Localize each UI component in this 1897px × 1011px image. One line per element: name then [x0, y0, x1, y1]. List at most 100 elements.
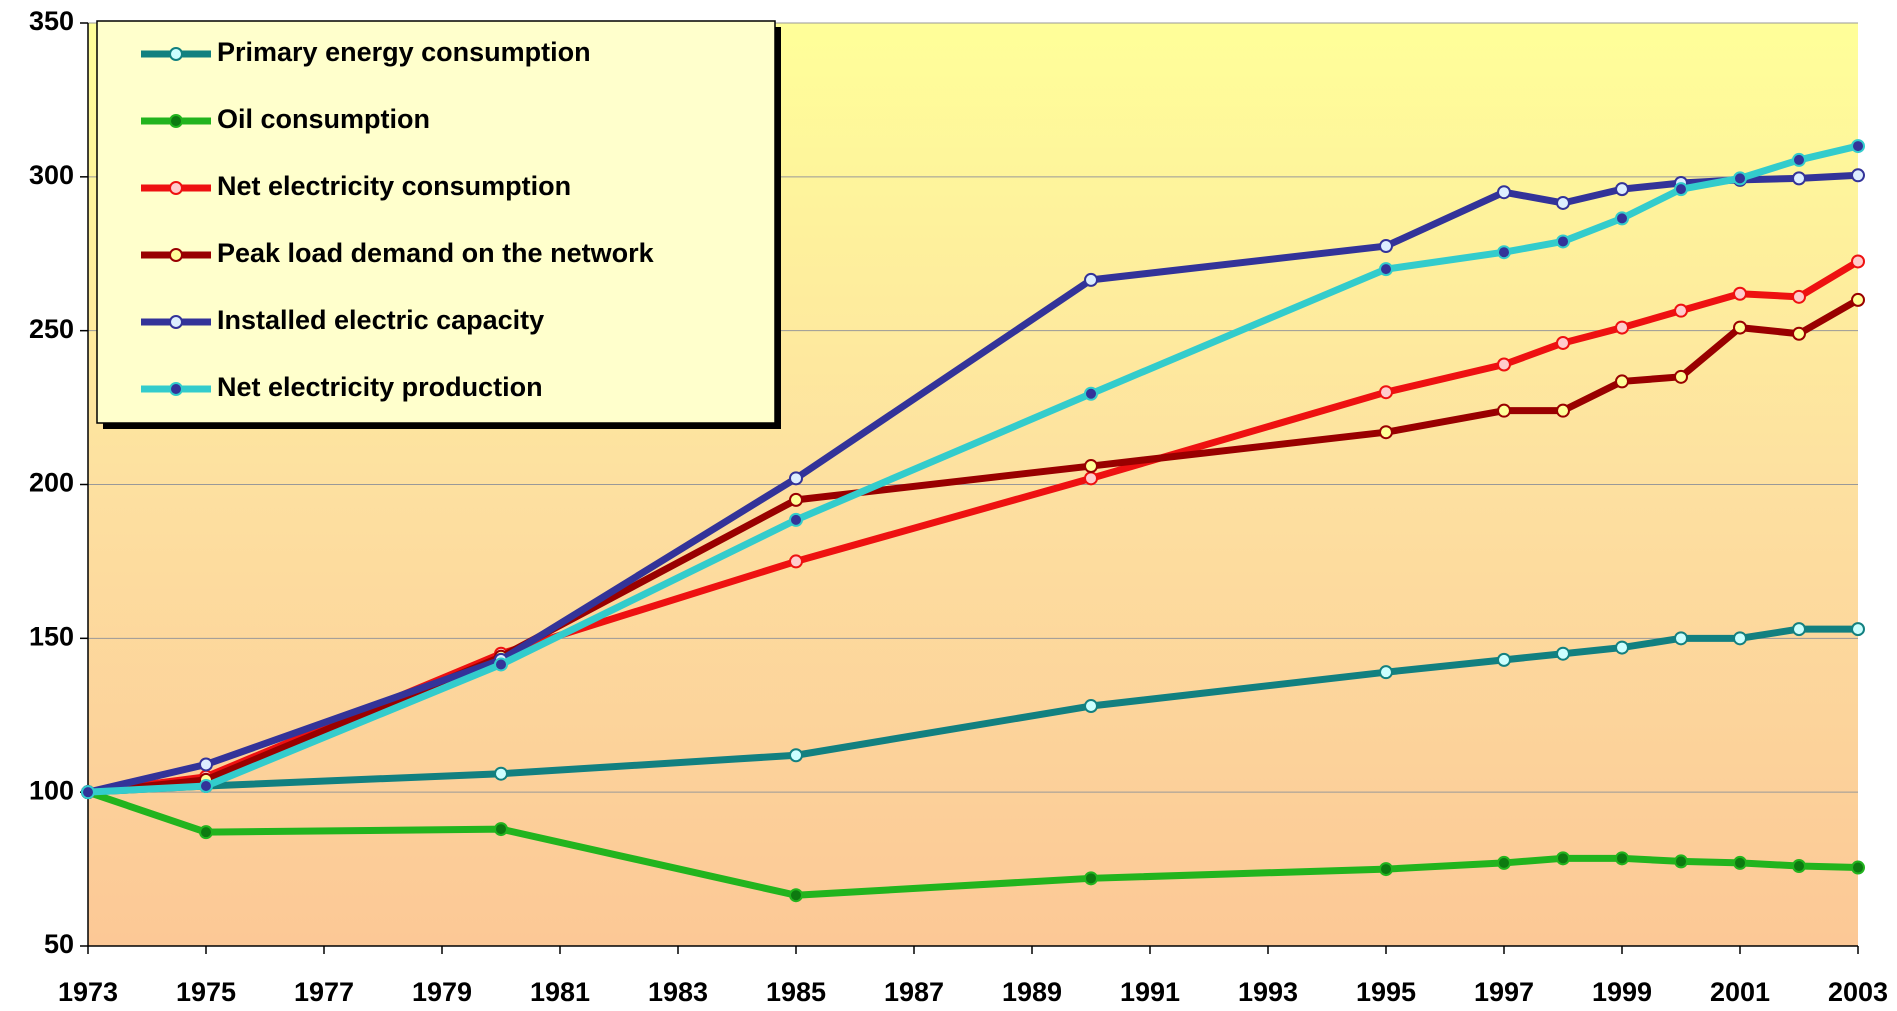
y-tick-label: 200 [29, 468, 74, 498]
data-point [1084, 386, 1098, 401]
y-tick-label: 300 [29, 160, 74, 190]
legend-label: Primary energy consumption [217, 37, 591, 67]
data-point [1615, 640, 1629, 655]
data-point [1379, 262, 1393, 277]
data-point [1497, 652, 1511, 667]
data-point [1497, 245, 1511, 260]
data-point [199, 779, 213, 794]
data-point [1792, 326, 1806, 341]
data-point [789, 512, 803, 527]
data-point [1084, 471, 1098, 486]
data-point [1497, 185, 1511, 200]
data-point [494, 657, 508, 672]
data-point [1556, 234, 1570, 249]
data-point [1851, 168, 1865, 183]
data-point [199, 757, 213, 772]
legend-label: Oil consumption [217, 104, 430, 134]
legend-label: Net electricity production [217, 372, 543, 402]
data-point [1556, 851, 1570, 866]
data-point [1379, 425, 1393, 440]
data-point [1792, 289, 1806, 304]
data-point [1379, 665, 1393, 680]
legend-label: Net electricity consumption [217, 171, 571, 201]
data-point [1497, 357, 1511, 372]
legend-marker [169, 382, 183, 396]
data-point [1556, 646, 1570, 661]
x-tick-label: 1983 [648, 977, 708, 1006]
data-point [1792, 171, 1806, 186]
x-tick-label: 1987 [884, 977, 944, 1006]
data-point [789, 471, 803, 486]
data-point [81, 785, 95, 800]
data-point [1733, 171, 1747, 186]
x-tick-label: 1977 [294, 977, 354, 1006]
data-point [1851, 292, 1865, 307]
y-tick-label: 50 [44, 929, 74, 959]
y-tick-label: 100 [29, 775, 74, 805]
legend-marker [169, 248, 183, 262]
x-tick-label: 1973 [58, 977, 118, 1006]
data-point [1674, 303, 1688, 318]
x-tick-label: 1993 [1238, 977, 1298, 1006]
legend-marker [169, 47, 183, 61]
data-point [199, 825, 213, 840]
y-tick-label: 350 [29, 6, 74, 36]
data-point [1615, 851, 1629, 866]
data-point [1851, 622, 1865, 637]
data-point [1851, 254, 1865, 269]
data-point [1851, 139, 1865, 154]
data-point [1733, 631, 1747, 646]
x-tick-label: 1979 [412, 977, 472, 1006]
legend-marker [169, 181, 183, 195]
legend-marker [169, 315, 183, 329]
data-point [1674, 631, 1688, 646]
legend [96, 20, 776, 424]
data-point [789, 748, 803, 763]
data-point [1674, 182, 1688, 197]
data-point [1497, 855, 1511, 870]
x-tick-label: 1985 [766, 977, 826, 1006]
x-tick-label: 2003 [1828, 977, 1888, 1006]
data-point [1615, 374, 1629, 389]
data-point [1733, 320, 1747, 335]
data-point [1379, 385, 1393, 400]
x-tick-label: 1997 [1474, 977, 1534, 1006]
data-point [1084, 871, 1098, 886]
data-point [1379, 239, 1393, 254]
data-point [1615, 320, 1629, 335]
x-tick-label: 1989 [1002, 977, 1062, 1006]
data-point [1556, 403, 1570, 418]
legend-marker [169, 114, 183, 128]
data-point [1497, 403, 1511, 418]
legend-label: Peak load demand on the network [217, 238, 655, 268]
data-point [1084, 459, 1098, 474]
data-point [1084, 272, 1098, 287]
x-tick-label: 1975 [176, 977, 236, 1006]
data-point [789, 888, 803, 903]
data-point [1615, 182, 1629, 197]
x-tick-label: 1995 [1356, 977, 1416, 1006]
data-point [1615, 211, 1629, 226]
data-point [1792, 622, 1806, 637]
data-point [1792, 859, 1806, 874]
data-point [789, 554, 803, 569]
legend-label: Installed electric capacity [217, 305, 544, 335]
x-tick-label: 2001 [1710, 977, 1770, 1006]
y-tick-label: 150 [29, 621, 74, 651]
x-tick-label: 1991 [1120, 977, 1180, 1006]
data-point [1556, 335, 1570, 350]
x-tick-label: 1999 [1592, 977, 1652, 1006]
data-point [1733, 286, 1747, 301]
data-point [1379, 862, 1393, 877]
data-point [1674, 854, 1688, 869]
data-point [1733, 855, 1747, 870]
data-point [494, 822, 508, 837]
data-point [789, 492, 803, 507]
data-point [1851, 860, 1865, 875]
data-point [494, 766, 508, 781]
x-tick-label: 1981 [530, 977, 590, 1006]
data-point [1084, 699, 1098, 714]
y-tick-label: 250 [29, 314, 74, 344]
data-point [1674, 369, 1688, 384]
